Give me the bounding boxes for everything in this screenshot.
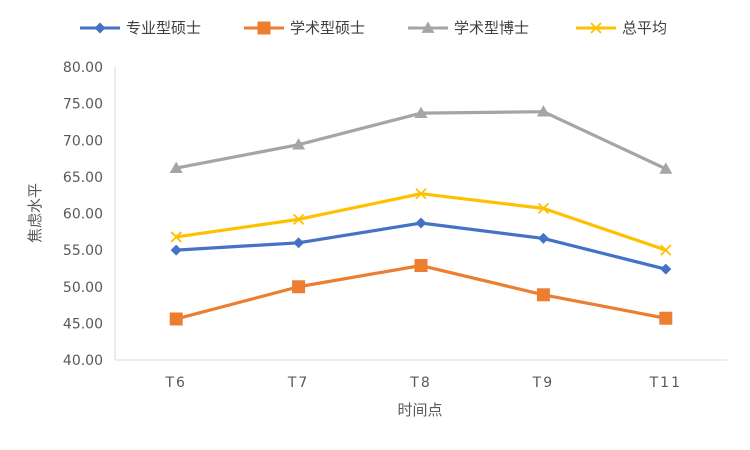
legend-item: 总平均 (576, 19, 667, 37)
x-axis-title: 时间点 (397, 401, 442, 419)
y-tick-label: 80.00 (63, 60, 103, 76)
series-line (175, 263, 667, 321)
legend: 专业型硕士 学术型硕士 学术型博士 总平均 (80, 19, 667, 37)
series-4 (170, 188, 672, 256)
data-point (660, 263, 672, 275)
y-tick-label: 50.00 (63, 280, 103, 296)
legend-item: 学术型博士 (408, 19, 529, 37)
y-tick-label: 75.00 (63, 97, 103, 113)
y-axis-title: 焦虑水平 (26, 183, 44, 243)
data-point (536, 105, 550, 117)
x-tick-label: T6 (164, 375, 186, 391)
data-point (537, 232, 549, 244)
data-point (169, 161, 183, 173)
legend-marker (94, 22, 106, 34)
data-point (414, 106, 428, 119)
data-point (292, 138, 306, 150)
data-point (169, 312, 183, 326)
legend-marker (257, 21, 271, 35)
legend-label: 专业型硕士 (126, 19, 201, 37)
y-tick-label: 40.00 (63, 353, 103, 369)
data-point (170, 244, 182, 256)
data-point (536, 288, 550, 302)
legend-label: 学术型博士 (454, 19, 529, 37)
legend-label: 学术型硕士 (290, 19, 365, 37)
x-tick-label: T11 (649, 375, 682, 391)
legend-label: 总平均 (622, 19, 667, 37)
data-point (415, 217, 427, 229)
x-tick-label: T7 (287, 375, 309, 391)
data-point (414, 259, 428, 273)
series-3 (169, 105, 673, 174)
data-point (292, 213, 305, 225)
series-line (175, 110, 667, 171)
data-point (292, 280, 306, 294)
y-tick-label: 60.00 (63, 207, 103, 223)
series-layer (169, 105, 673, 326)
x-axis: T6 T7 T8 T9 T11 (115, 359, 727, 391)
x-tick-label: T8 (409, 375, 431, 391)
y-tick-label: 55.00 (63, 243, 103, 259)
y-tick-label: 45.00 (63, 316, 103, 332)
x-tick-label: T9 (532, 375, 554, 391)
data-point (415, 188, 427, 200)
legend-marker (590, 22, 602, 34)
legend-item: 专业型硕士 (80, 19, 201, 37)
legend-marker (421, 21, 435, 33)
data-point (537, 202, 550, 215)
data-point (659, 311, 673, 325)
series-2 (169, 259, 673, 326)
y-tick-label: 65.00 (63, 170, 103, 186)
data-point (660, 244, 672, 256)
data-point (293, 237, 305, 249)
y-tick-label: 70.00 (63, 133, 103, 149)
data-point (659, 162, 673, 174)
data-point (170, 231, 182, 243)
legend-item: 学术型硕士 (244, 19, 365, 37)
series-1 (170, 217, 672, 275)
y-axis: 40.00 45.00 50.00 55.00 60.00 65.00 70.00 75.00… (63, 60, 116, 369)
